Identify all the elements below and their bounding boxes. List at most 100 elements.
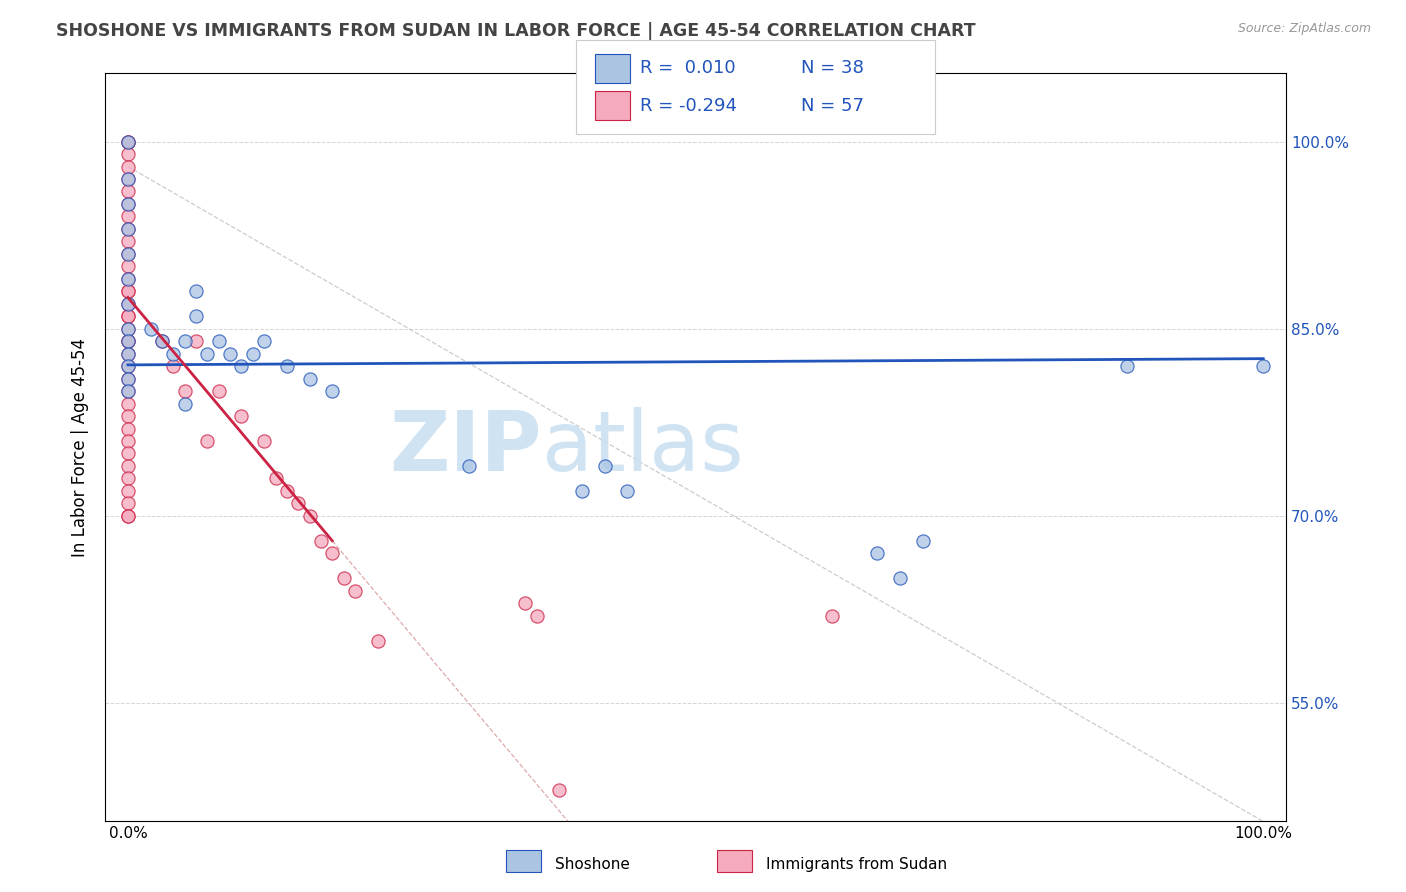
Point <box>117 160 139 174</box>
Point <box>117 483 139 498</box>
Text: R = -0.294: R = -0.294 <box>640 96 737 114</box>
Point <box>117 458 139 473</box>
Point <box>117 508 139 523</box>
Text: R =  0.010: R = 0.010 <box>640 60 735 78</box>
Point <box>117 272 139 286</box>
Point <box>117 247 139 261</box>
Point <box>593 458 616 473</box>
Text: atlas: atlas <box>543 407 744 488</box>
Point <box>117 396 139 410</box>
Point <box>287 496 309 510</box>
Point <box>117 272 139 286</box>
Point <box>219 346 242 360</box>
Point <box>321 384 343 398</box>
Point <box>117 346 139 360</box>
Point <box>117 285 139 299</box>
Point <box>276 483 298 498</box>
Point <box>117 346 139 360</box>
Point <box>184 285 207 299</box>
Point <box>117 508 139 523</box>
Text: Shoshone: Shoshone <box>555 857 630 872</box>
Point <box>911 533 934 548</box>
Point <box>1251 359 1274 373</box>
Point <box>253 334 276 348</box>
Point <box>117 247 139 261</box>
Point <box>208 384 231 398</box>
Point <box>298 508 321 523</box>
Point <box>117 310 139 324</box>
Point <box>117 322 139 336</box>
Point <box>117 359 139 373</box>
Point <box>515 596 537 610</box>
Point <box>117 235 139 249</box>
Text: Immigrants from Sudan: Immigrants from Sudan <box>766 857 948 872</box>
Point <box>117 421 139 435</box>
Point <box>162 359 184 373</box>
Point <box>117 384 139 398</box>
Point <box>117 384 139 398</box>
Point <box>821 608 844 623</box>
Point <box>321 546 343 560</box>
Text: Source: ZipAtlas.com: Source: ZipAtlas.com <box>1237 22 1371 36</box>
Point <box>117 135 139 149</box>
Point <box>242 346 264 360</box>
Point <box>866 546 889 560</box>
Point <box>117 446 139 460</box>
Point <box>117 434 139 448</box>
Point <box>197 346 219 360</box>
Point <box>253 434 276 448</box>
Text: N = 57: N = 57 <box>801 96 865 114</box>
Point <box>117 371 139 385</box>
Text: ZIP: ZIP <box>389 407 543 488</box>
Point <box>117 197 139 211</box>
Point <box>616 483 638 498</box>
Point <box>117 222 139 236</box>
Point <box>264 471 287 485</box>
Point <box>571 483 593 498</box>
Point <box>117 310 139 324</box>
Point <box>117 297 139 311</box>
Point <box>548 783 571 797</box>
Point <box>117 172 139 186</box>
Point <box>117 135 139 149</box>
Point <box>162 346 184 360</box>
Point <box>298 371 321 385</box>
Point <box>117 334 139 348</box>
Point <box>117 334 139 348</box>
Point <box>117 172 139 186</box>
Point <box>139 322 162 336</box>
Point <box>117 260 139 274</box>
Point <box>150 334 173 348</box>
Point <box>117 322 139 336</box>
Y-axis label: In Labor Force | Age 45-54: In Labor Force | Age 45-54 <box>72 338 89 557</box>
Point <box>173 334 195 348</box>
Point <box>117 197 139 211</box>
Point <box>184 310 207 324</box>
Point <box>117 147 139 161</box>
Point <box>889 571 911 585</box>
Point <box>117 496 139 510</box>
Point <box>150 334 173 348</box>
Text: SHOSHONE VS IMMIGRANTS FROM SUDAN IN LABOR FORCE | AGE 45-54 CORRELATION CHART: SHOSHONE VS IMMIGRANTS FROM SUDAN IN LAB… <box>56 22 976 40</box>
Point <box>457 458 479 473</box>
Point <box>117 135 139 149</box>
Point <box>173 384 195 398</box>
Point <box>184 334 207 348</box>
Point <box>1116 359 1139 373</box>
Point <box>117 359 139 373</box>
Point <box>231 359 253 373</box>
Point <box>332 571 354 585</box>
Point <box>117 334 139 348</box>
Point <box>309 533 332 548</box>
Point <box>231 409 253 423</box>
Point <box>343 583 366 598</box>
Point <box>117 471 139 485</box>
Point <box>526 608 548 623</box>
Point <box>117 222 139 236</box>
Point <box>117 371 139 385</box>
Point <box>117 409 139 423</box>
Point <box>117 285 139 299</box>
Point <box>117 185 139 199</box>
Point <box>117 297 139 311</box>
Point <box>173 396 195 410</box>
